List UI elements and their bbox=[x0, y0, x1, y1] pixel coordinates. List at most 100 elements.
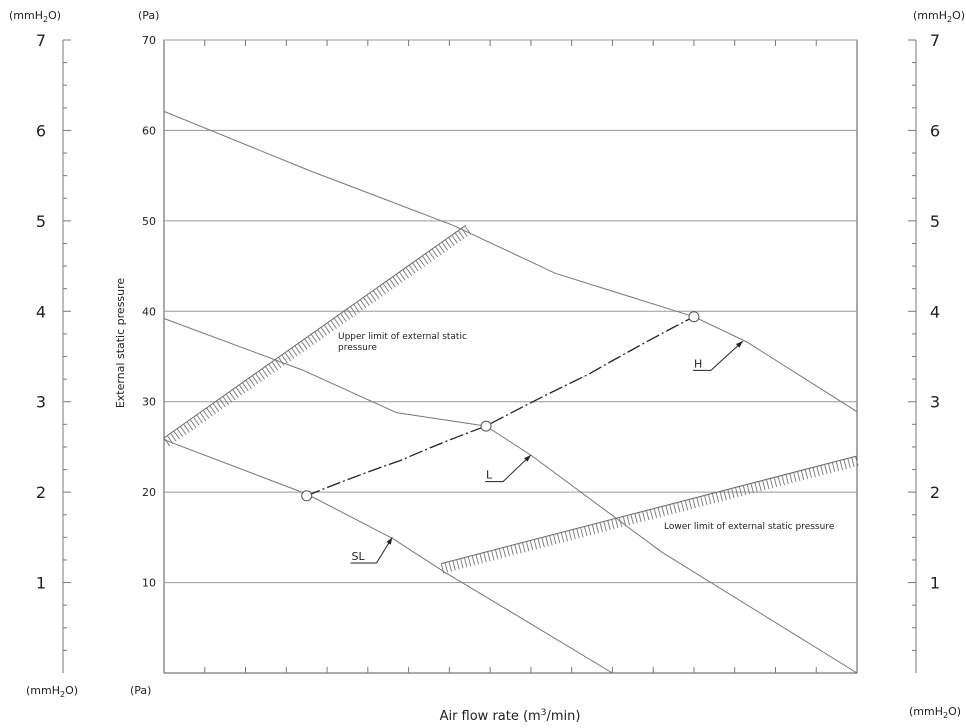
lower-limit-hatch bbox=[502, 547, 507, 558]
upper-limit-hatch bbox=[369, 292, 377, 302]
upper-limit-hatch bbox=[376, 287, 383, 297]
upper-limit-hatch bbox=[457, 230, 465, 239]
upper-limit-hatch bbox=[183, 423, 190, 433]
upper-limit-hatch bbox=[245, 380, 252, 389]
lower-limit-hatch bbox=[719, 491, 723, 502]
mm-unit-bottom-left: (mmH2O) bbox=[26, 684, 78, 699]
upper-limit-hatch bbox=[359, 299, 367, 309]
mm-tick-label: 6 bbox=[930, 121, 940, 140]
lower-limit-hatch bbox=[793, 472, 797, 483]
fan-curve-l bbox=[163, 318, 858, 674]
lower-limit-hatch bbox=[452, 560, 456, 571]
lower-limit-hatch bbox=[498, 548, 503, 559]
upper-limit-hatch bbox=[392, 276, 400, 286]
upper-limit-hatch bbox=[415, 260, 422, 269]
lower-limit-hatch bbox=[607, 520, 611, 531]
lower-limit-hatch bbox=[727, 489, 731, 500]
lower-limit-hatch bbox=[785, 474, 789, 485]
lower-limit-hatch bbox=[692, 498, 696, 509]
lower-limit-hatch bbox=[460, 558, 464, 569]
upper-limit-hatch bbox=[215, 400, 223, 410]
upper-limit-hatch bbox=[385, 280, 393, 290]
lower-limit-hatch bbox=[510, 545, 514, 556]
gridlines bbox=[164, 39, 857, 584]
lower-limit-hatch bbox=[824, 464, 828, 475]
lower-limit-hatch bbox=[665, 505, 669, 516]
lower-limit-hatch bbox=[773, 477, 778, 488]
upper-limit-hatch bbox=[356, 301, 364, 311]
mm-tick-label: 3 bbox=[36, 393, 46, 412]
upper-limit-hatch bbox=[297, 343, 305, 352]
upper-limit-line bbox=[163, 224, 466, 439]
upper-limit-hatch bbox=[307, 336, 315, 345]
upper-limit-hatch bbox=[268, 363, 275, 373]
upper-limit-hatch bbox=[438, 244, 445, 253]
lower-limit-hatch bbox=[479, 553, 483, 564]
pa-tick-label: 20 bbox=[142, 486, 156, 499]
curve-label-h: H bbox=[694, 357, 702, 370]
upper-limit-hatch bbox=[412, 262, 419, 272]
pa-unit-bottom: (Pa) bbox=[130, 684, 151, 697]
pa-tick-label: 70 bbox=[142, 34, 156, 47]
upper-limit-hatch bbox=[209, 405, 216, 415]
fan-curve-sl bbox=[163, 439, 613, 674]
lower-limit-hatch bbox=[564, 531, 569, 542]
lower-limit-hatch bbox=[533, 539, 538, 550]
upper-limit-hatch bbox=[193, 416, 200, 426]
lower-limit-hatch bbox=[700, 496, 704, 507]
upper-limit-hatch bbox=[284, 352, 292, 362]
mm-tick-label: 6 bbox=[36, 121, 46, 140]
upper-limit-hatch bbox=[435, 246, 442, 256]
upper-limit-hatch bbox=[225, 393, 233, 403]
pa-tick-label: 60 bbox=[142, 124, 156, 137]
upper-limit-hatch bbox=[444, 239, 452, 249]
lower-limit-hatch bbox=[828, 463, 832, 474]
lower-limit-hatch bbox=[522, 542, 526, 553]
fan-curve-h bbox=[163, 110, 858, 413]
upper-limit-hatch bbox=[189, 419, 197, 428]
lower-limit-hatch bbox=[560, 532, 565, 543]
pa-tick-label: 40 bbox=[142, 305, 156, 318]
lower-limit-hatch bbox=[800, 470, 805, 481]
upper-limit-hatch bbox=[242, 382, 249, 392]
lower-limit-hatch bbox=[475, 554, 479, 565]
upper-limit-hatch bbox=[281, 354, 288, 364]
curve-label-leader bbox=[485, 454, 532, 483]
upper-limit-hatch bbox=[366, 294, 373, 304]
upper-limit-hatch bbox=[408, 264, 416, 274]
lower-limit-hatch bbox=[723, 490, 727, 501]
upper-limit-hatch bbox=[265, 366, 272, 375]
upper-limit-hatch bbox=[235, 386, 243, 396]
x-axis-ticks bbox=[204, 40, 817, 673]
upper-limit-hatch bbox=[448, 237, 455, 246]
lower-limit-hatch bbox=[661, 506, 665, 517]
lower-limit-hatch bbox=[541, 537, 545, 548]
curve-label-sl: SL bbox=[352, 550, 366, 563]
upper-limit-hatch bbox=[317, 329, 324, 339]
lower-limit-hatch bbox=[707, 494, 712, 505]
upper-limit-hatch bbox=[314, 331, 321, 341]
upper-limit-hatch bbox=[395, 274, 403, 283]
mm-tick-label: 3 bbox=[930, 393, 940, 412]
pa-tick-label: 50 bbox=[142, 215, 156, 228]
lower-limit-hatch bbox=[808, 468, 813, 479]
lower-limit-hatch bbox=[812, 467, 816, 478]
lower-limit-hatch bbox=[820, 465, 824, 476]
lower-limit-hatch bbox=[615, 518, 619, 529]
upper-limit-hatch bbox=[229, 391, 236, 401]
upper-limit-hatch bbox=[202, 409, 210, 419]
upper-limit-label: Upper limit of external static bbox=[338, 332, 467, 342]
upper-limit-hatch bbox=[431, 248, 439, 258]
upper-limit-hatch bbox=[454, 232, 462, 242]
upper-limit-hatch bbox=[258, 370, 265, 380]
lower-limit-hatch bbox=[738, 486, 743, 497]
lower-limit-label: Lower limit of external static pressure bbox=[664, 522, 835, 532]
upper-limit-hatch bbox=[363, 297, 370, 306]
upper-limit-hatch bbox=[278, 356, 285, 366]
lower-limit-hatch bbox=[638, 512, 642, 523]
upper-limit-hatch bbox=[353, 304, 360, 313]
upper-limit-hatch bbox=[294, 345, 301, 355]
lower-limit-hatch bbox=[611, 519, 615, 530]
upper-limit-hatch bbox=[428, 251, 436, 260]
